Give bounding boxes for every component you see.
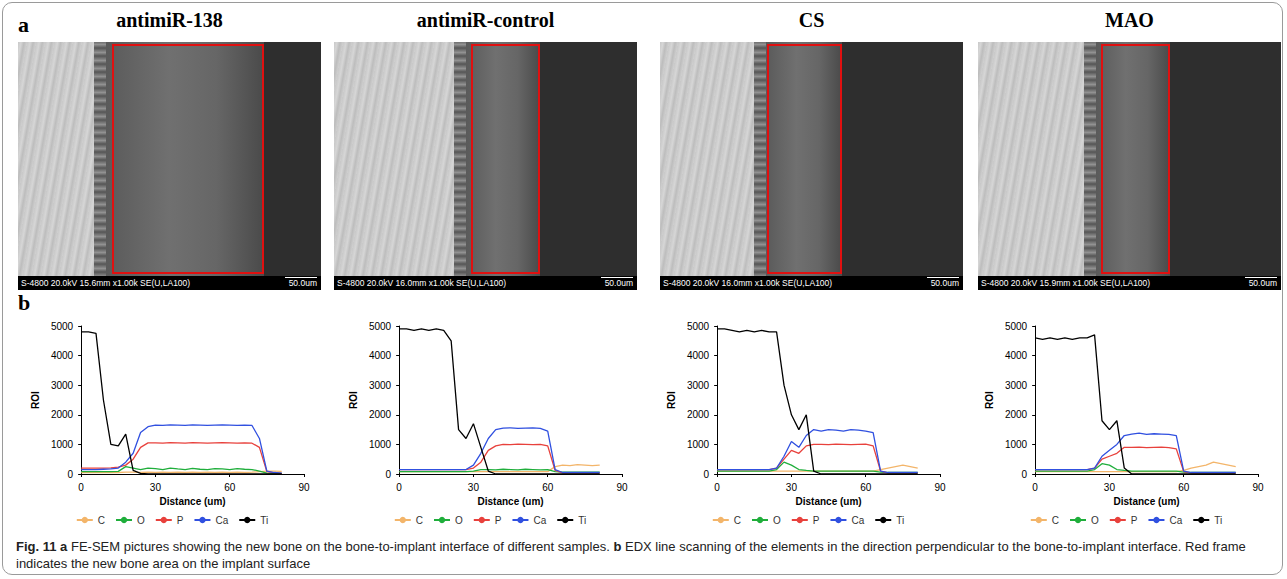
html-text:Fig. 11 a FE-SEM pictures show: Fig. 11 a FE-SEM pictures showing the ne… — [16, 539, 1246, 571]
svg-text:0: 0 — [714, 482, 720, 493]
svg-text:2000: 2000 — [369, 409, 392, 420]
html-text:a: a — [18, 12, 29, 37]
svg-text:Distance (um): Distance (um) — [1114, 496, 1180, 507]
html-text:CS: CS — [798, 9, 825, 31]
svg-text:60: 60 — [1178, 482, 1190, 493]
svg-text:P: P — [1131, 515, 1138, 526]
svg-text:2000: 2000 — [51, 409, 74, 420]
svg-text:Ti: Ti — [896, 515, 904, 526]
svg-text:Ti: Ti — [1214, 515, 1222, 526]
svg-text:ROI: ROI — [984, 391, 995, 409]
svg-text:90: 90 — [1252, 482, 1264, 493]
svg-text:4000: 4000 — [1005, 350, 1028, 361]
svg-text:C: C — [1052, 515, 1059, 526]
svg-text:Ca: Ca — [851, 515, 864, 526]
html-text:S-4800 20.0kV 15.6mm x1.00k SE: S-4800 20.0kV 15.6mm x1.00k SE(U,LA100) — [21, 278, 191, 288]
svg-text:5000: 5000 — [369, 321, 392, 332]
html-text:50.0um: 50.0um — [604, 278, 633, 288]
svg-text:Distance (um): Distance (um) — [796, 496, 862, 507]
svg-text:1000: 1000 — [1005, 439, 1028, 450]
html-text:50.0um: 50.0um — [288, 278, 317, 288]
svg-text:90: 90 — [616, 482, 628, 493]
svg-text:1000: 1000 — [687, 439, 710, 450]
svg-text:0: 0 — [1022, 469, 1028, 480]
svg-text:0: 0 — [68, 469, 74, 480]
svg-text:C: C — [98, 515, 105, 526]
svg-text:Distance (um): Distance (um) — [160, 496, 226, 507]
svg-text:3000: 3000 — [687, 380, 710, 391]
svg-text:60: 60 — [860, 482, 872, 493]
svg-text:Ti: Ti — [578, 515, 586, 526]
svg-text:ROI: ROI — [348, 391, 359, 409]
html-text:S-4800 20.0kV 16.0mm x1.00k SE: S-4800 20.0kV 16.0mm x1.00k SE(U,LA100) — [663, 278, 833, 288]
html-text:S-4800 20.0kV 16.0mm x1.00k SE: S-4800 20.0kV 16.0mm x1.00k SE(U,LA100) — [337, 278, 507, 288]
svg-text:0: 0 — [78, 482, 84, 493]
svg-text:Ca: Ca — [533, 515, 546, 526]
svg-text:2000: 2000 — [1005, 409, 1028, 420]
svg-text:Distance (um): Distance (um) — [478, 496, 544, 507]
svg-text:C: C — [734, 515, 741, 526]
html-text:antimiR-138: antimiR-138 — [116, 9, 223, 31]
svg-text:P: P — [177, 515, 184, 526]
svg-text:0: 0 — [1032, 482, 1038, 493]
svg-text:90: 90 — [934, 482, 946, 493]
svg-text:5000: 5000 — [687, 321, 710, 332]
svg-text:90: 90 — [298, 482, 310, 493]
html-text:50.0um: 50.0um — [1248, 278, 1277, 288]
svg-text:60: 60 — [224, 482, 236, 493]
html-text:50.0um: 50.0um — [930, 278, 959, 288]
html-text:S-4800 20.0kV 15.9mm x1.00k SE: S-4800 20.0kV 15.9mm x1.00k SE(U,LA100) — [981, 278, 1151, 288]
svg-text:Ca: Ca — [215, 515, 228, 526]
svg-text:P: P — [813, 515, 820, 526]
svg-text:3000: 3000 — [369, 380, 392, 391]
svg-text:1000: 1000 — [369, 439, 392, 450]
svg-text:5000: 5000 — [1005, 321, 1028, 332]
svg-text:C: C — [416, 515, 423, 526]
html-text:b: b — [18, 290, 31, 315]
svg-text:2000: 2000 — [687, 409, 710, 420]
svg-text:0: 0 — [386, 469, 392, 480]
svg-text:3000: 3000 — [1005, 380, 1028, 391]
svg-text:30: 30 — [468, 482, 480, 493]
svg-text:P: P — [495, 515, 502, 526]
html-text:MAO: MAO — [1105, 9, 1154, 31]
svg-text:O: O — [773, 515, 781, 526]
svg-text:0: 0 — [396, 482, 402, 493]
svg-text:4000: 4000 — [51, 350, 74, 361]
svg-text:30: 30 — [1104, 482, 1116, 493]
svg-text:O: O — [455, 515, 463, 526]
svg-text:ROI: ROI — [666, 391, 677, 409]
svg-text:4000: 4000 — [687, 350, 710, 361]
svg-text:3000: 3000 — [51, 380, 74, 391]
svg-text:60: 60 — [542, 482, 554, 493]
svg-text:5000: 5000 — [51, 321, 74, 332]
svg-text:O: O — [137, 515, 145, 526]
svg-text:0: 0 — [704, 469, 710, 480]
svg-text:30: 30 — [786, 482, 798, 493]
svg-text:Ca: Ca — [1169, 515, 1182, 526]
svg-text:1000: 1000 — [51, 439, 74, 450]
svg-text:ROI: ROI — [30, 391, 41, 409]
svg-text:4000: 4000 — [369, 350, 392, 361]
svg-text:30: 30 — [150, 482, 162, 493]
svg-text:Ti: Ti — [260, 515, 268, 526]
html-text:antimiR-control: antimiR-control — [416, 9, 555, 31]
svg-text:O: O — [1091, 515, 1099, 526]
